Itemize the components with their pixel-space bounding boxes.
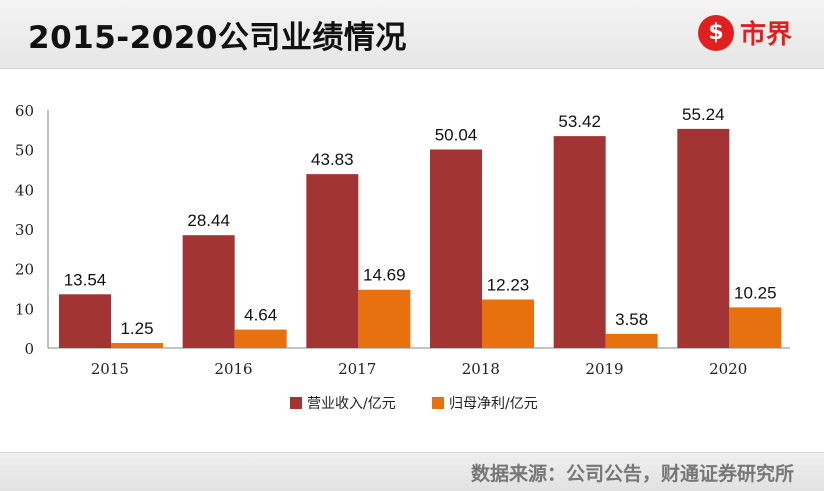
- bar-revenue: [553, 136, 606, 348]
- brand-logo: $ 市界: [697, 14, 792, 51]
- data-label-net-profit: 3.58: [615, 310, 648, 329]
- bar-net-profit: [234, 329, 287, 348]
- brand-name: 市界: [739, 20, 792, 50]
- dollar-logo-icon: $: [697, 14, 734, 51]
- data-label-net-profit: 1.25: [120, 319, 153, 338]
- x-tick-label: 2015: [91, 360, 129, 378]
- y-tick-label: 0: [24, 340, 34, 358]
- bar-net-profit: [482, 299, 534, 348]
- chart-title: 2015-2020公司业绩情况: [28, 20, 407, 56]
- legend-net-profit-label: 归母净利/亿元: [449, 395, 538, 412]
- legend-net-profit-swatch: [432, 397, 444, 409]
- x-tick-label: 2018: [462, 360, 500, 378]
- data-label-revenue: 13.54: [64, 270, 107, 289]
- data-label-revenue: 43.83: [311, 150, 354, 169]
- y-tick-label: 40: [15, 181, 34, 199]
- bar-net-profit: [358, 289, 411, 348]
- data-label-net-profit: 4.64: [244, 306, 277, 325]
- bar-net-profit: [729, 307, 782, 348]
- x-tick-label: 2019: [585, 360, 623, 378]
- y-tick-label: 10: [15, 300, 34, 318]
- bar-revenue: [306, 174, 359, 348]
- x-tick-label: 2016: [214, 360, 252, 378]
- bar-chart: 0 10 20 30 40 50 60 13.54 1.25 2015 28.44 4.64 2016 4…: [15, 102, 790, 412]
- y-tick-label: 60: [15, 102, 34, 120]
- data-label-net-profit: 14.69: [363, 266, 406, 285]
- x-tick-label: 2017: [338, 360, 376, 378]
- data-source: 数据来源：公司公告，财通证券研究所: [470, 463, 794, 485]
- data-label-revenue: 53.42: [558, 112, 601, 131]
- y-tick-label: 20: [15, 261, 34, 279]
- y-tick-label: 30: [15, 221, 34, 239]
- bar-revenue: [59, 294, 111, 348]
- data-label-revenue: 55.24: [682, 105, 725, 124]
- bar-net-profit: [111, 343, 163, 348]
- data-label-net-profit: 12.23: [487, 275, 530, 294]
- legend-revenue-swatch: [290, 397, 302, 409]
- bar-net-profit: [605, 333, 658, 348]
- x-tick-label: 2020: [709, 360, 747, 378]
- data-label-revenue: 50.04: [435, 126, 478, 145]
- bar-revenue: [430, 149, 482, 348]
- bar-revenue: [182, 235, 235, 348]
- y-tick-label: 50: [15, 142, 34, 160]
- footer-bar: 数据来源：公司公告，财通证券研究所: [0, 452, 824, 491]
- data-label-revenue: 28.44: [187, 211, 230, 230]
- header-bar: 2015-2020公司业绩情况 $ 市界: [0, 0, 824, 69]
- legend-revenue-label: 营业收入/亿元: [307, 396, 396, 412]
- data-label-net-profit: 10.25: [734, 283, 777, 302]
- bar-revenue: [677, 128, 730, 348]
